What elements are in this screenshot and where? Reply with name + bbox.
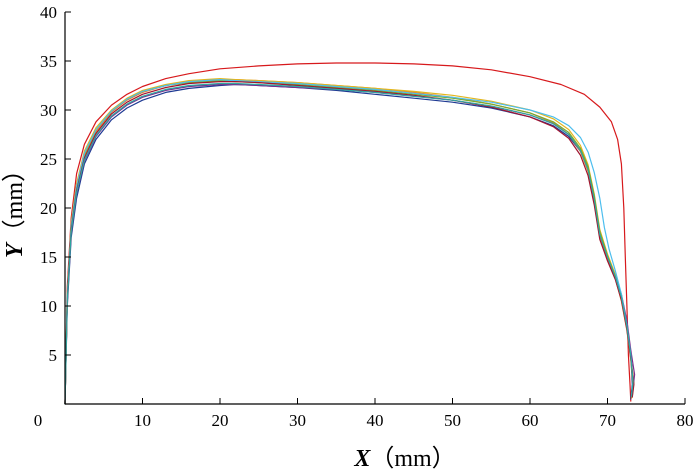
series-line-9: [64, 82, 634, 405]
x-tick-label: 60: [522, 411, 539, 430]
x-tick-label: 20: [212, 411, 229, 430]
series-line-5: [64, 83, 636, 405]
series-line-2: [64, 83, 633, 405]
x-axis-unit: （mm）: [370, 446, 455, 472]
origin-label: 0: [34, 411, 43, 430]
y-tick-label: 5: [49, 346, 58, 365]
y-tick-label: 15: [40, 248, 57, 267]
y-tick-label: 40: [40, 3, 57, 22]
y-ticks: 5 10 15 20 25 30 35 40: [40, 3, 71, 365]
x-tick-label: 40: [367, 411, 384, 430]
y-tick-label: 25: [40, 150, 57, 169]
x-ticks: 10 20 30 40 50 60 70 80: [134, 398, 694, 430]
y-tick-label: 20: [40, 199, 57, 218]
axes: [64, 12, 685, 405]
y-axis-unit: （mm）: [2, 158, 28, 243]
x-tick-label: 80: [677, 411, 694, 430]
x-tick-label: 30: [289, 411, 306, 430]
x-axis-label: X（mm）: [353, 446, 455, 472]
x-tick-label: 10: [134, 411, 151, 430]
y-tick-label: 35: [40, 52, 57, 71]
series-line-3: [64, 79, 634, 405]
series-line-6: [64, 80, 634, 405]
y-axis-var: Y: [2, 241, 28, 258]
series-line-8: [64, 81, 635, 405]
series-line-4: [64, 78, 635, 405]
y-axis-label: Y（mm）: [2, 158, 28, 258]
y-tick-label: 30: [40, 101, 57, 120]
series-line-1: [64, 62, 632, 405]
series-line-7: [64, 79, 634, 405]
x-axis-var: X: [353, 446, 371, 472]
plot-series: [64, 62, 636, 405]
x-tick-label: 70: [599, 411, 616, 430]
y-tick-label: 10: [40, 297, 57, 316]
x-tick-label: 50: [444, 411, 461, 430]
